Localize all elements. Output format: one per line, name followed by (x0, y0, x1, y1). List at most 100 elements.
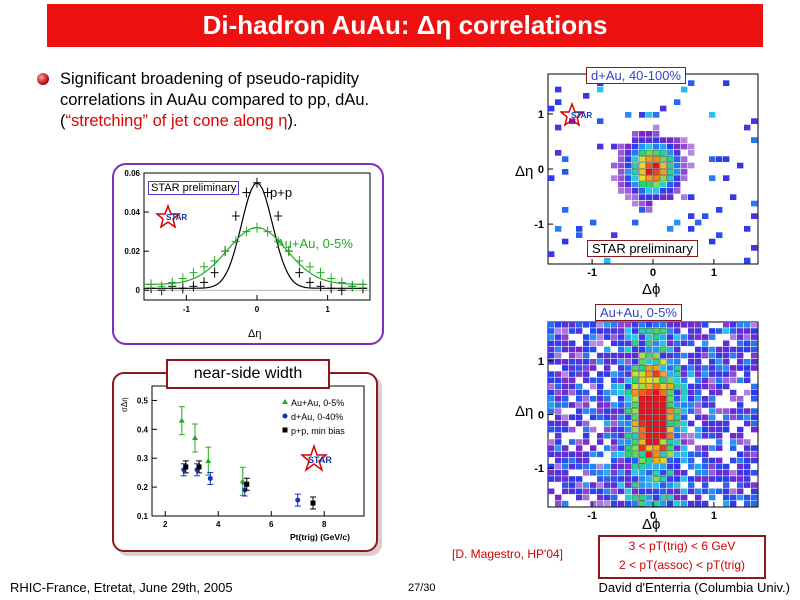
dau-map-cell (611, 175, 618, 181)
auau-map-cell (645, 439, 653, 445)
auau-map-cell (695, 352, 702, 359)
auau-map-cell (737, 488, 744, 495)
auau-map-cell (667, 346, 674, 353)
dau-map-cell (674, 162, 681, 169)
dau-map-cell (611, 143, 618, 150)
auau-map-cell (674, 346, 681, 353)
auau-map-cell (709, 365, 716, 371)
auau-map-cell (681, 402, 688, 408)
auau-map-cell (569, 402, 576, 408)
auau-data-point (295, 255, 304, 266)
auau-map-cell (590, 328, 597, 334)
auau-map-cell (652, 476, 660, 482)
auau-map-cell (555, 470, 562, 476)
dau-map-cell (555, 99, 562, 105)
auau-map-cell (611, 426, 618, 433)
dau-map-cell (632, 137, 639, 143)
auau-map-cell (631, 463, 639, 470)
auau-map-cell (631, 426, 639, 433)
x-tick-label: 0 (650, 267, 656, 279)
auau-map-cell (631, 445, 639, 452)
auau-map-cell (652, 395, 660, 402)
auau-map-cell (576, 383, 583, 390)
auau-map-cell (576, 457, 583, 464)
auau-map-cell (730, 389, 737, 396)
dau-map-cell (681, 156, 688, 162)
auau-map-cell (666, 408, 674, 415)
auau-map-cell (751, 340, 758, 347)
auau-map-cell (555, 340, 562, 347)
auau-map-cell (562, 383, 569, 390)
auau-map-cell (625, 488, 632, 495)
auau-map-cell (632, 470, 639, 476)
dau-width-point (207, 475, 213, 481)
x-tick-label: 8 (322, 520, 327, 529)
auau-map-cell (618, 457, 625, 464)
auau-map-cell (681, 408, 688, 414)
auau-map-cell (597, 476, 604, 482)
auau-map-cell (666, 439, 674, 445)
auau-map-cell (695, 433, 702, 439)
auau-data-point (242, 226, 251, 237)
pp-data-point (231, 210, 240, 221)
auau-map-cell (716, 426, 723, 433)
auau-map-cell (681, 500, 688, 507)
auau-map-cell (548, 383, 555, 390)
auau-map-cell (611, 408, 618, 414)
auau-map-cell (555, 420, 562, 427)
auau-map-cell (645, 451, 653, 458)
y-tick-label: 0 (136, 286, 141, 295)
auau-map-cell (730, 371, 737, 377)
auau-map-cell (562, 377, 569, 384)
auau-map-cell (597, 482, 604, 488)
y-tick-label: 0.5 (137, 396, 149, 405)
auau-data-point (274, 236, 283, 247)
auau-data-point (305, 261, 314, 272)
auau-map-cell (639, 488, 646, 495)
auau-map-cell (631, 494, 639, 501)
auau-data-point (253, 222, 261, 233)
auau-map-cell (652, 451, 660, 458)
dau-map-cell (652, 168, 660, 175)
auau-map-cell (674, 359, 681, 365)
auau-map-cell (702, 476, 709, 482)
auau-map-cell (569, 389, 576, 396)
auau-map-cell (716, 420, 723, 427)
auau-map-cell (638, 463, 646, 470)
auau-map-cell (730, 470, 737, 476)
pp-data-point (242, 187, 251, 198)
auau-map-cell (695, 494, 702, 501)
auau-map-cell (737, 322, 744, 328)
dau-map-cell (666, 175, 674, 182)
dau-map-cell (660, 194, 667, 200)
auau-map-cell (681, 396, 688, 402)
auau-map-cell (744, 389, 751, 396)
dau-map-cell (688, 80, 695, 86)
auau-map-cell (611, 340, 618, 347)
auau-map-cell (590, 488, 597, 495)
dau-map-cell (660, 105, 667, 112)
auau-map-cell (631, 340, 639, 347)
auau-map-cell (688, 340, 695, 347)
auau-map-cell (583, 346, 590, 353)
dau-map-cell (590, 219, 597, 226)
auau-map-cell (709, 359, 716, 365)
auau-map-cell (751, 414, 758, 421)
dau-map-cell (660, 143, 667, 150)
auau-map-cell (653, 340, 660, 347)
dau-map-cell (625, 162, 632, 169)
auau-map-cell (618, 402, 625, 408)
dau-map-cell (681, 194, 688, 200)
auau-map-cell (597, 470, 604, 476)
auau-map-cell (730, 346, 737, 353)
auau-map-cell (695, 476, 702, 482)
auau-map-cell (576, 414, 583, 421)
auau-map-cell (638, 358, 646, 365)
auau-map-cell (583, 359, 590, 365)
auau-map-cell (702, 482, 709, 488)
dau-map-cell (653, 188, 660, 194)
auau-map-cell (548, 426, 555, 433)
legend-marker (282, 427, 288, 433)
auau-map-cell (730, 500, 737, 507)
auau-map-cell (702, 365, 709, 371)
